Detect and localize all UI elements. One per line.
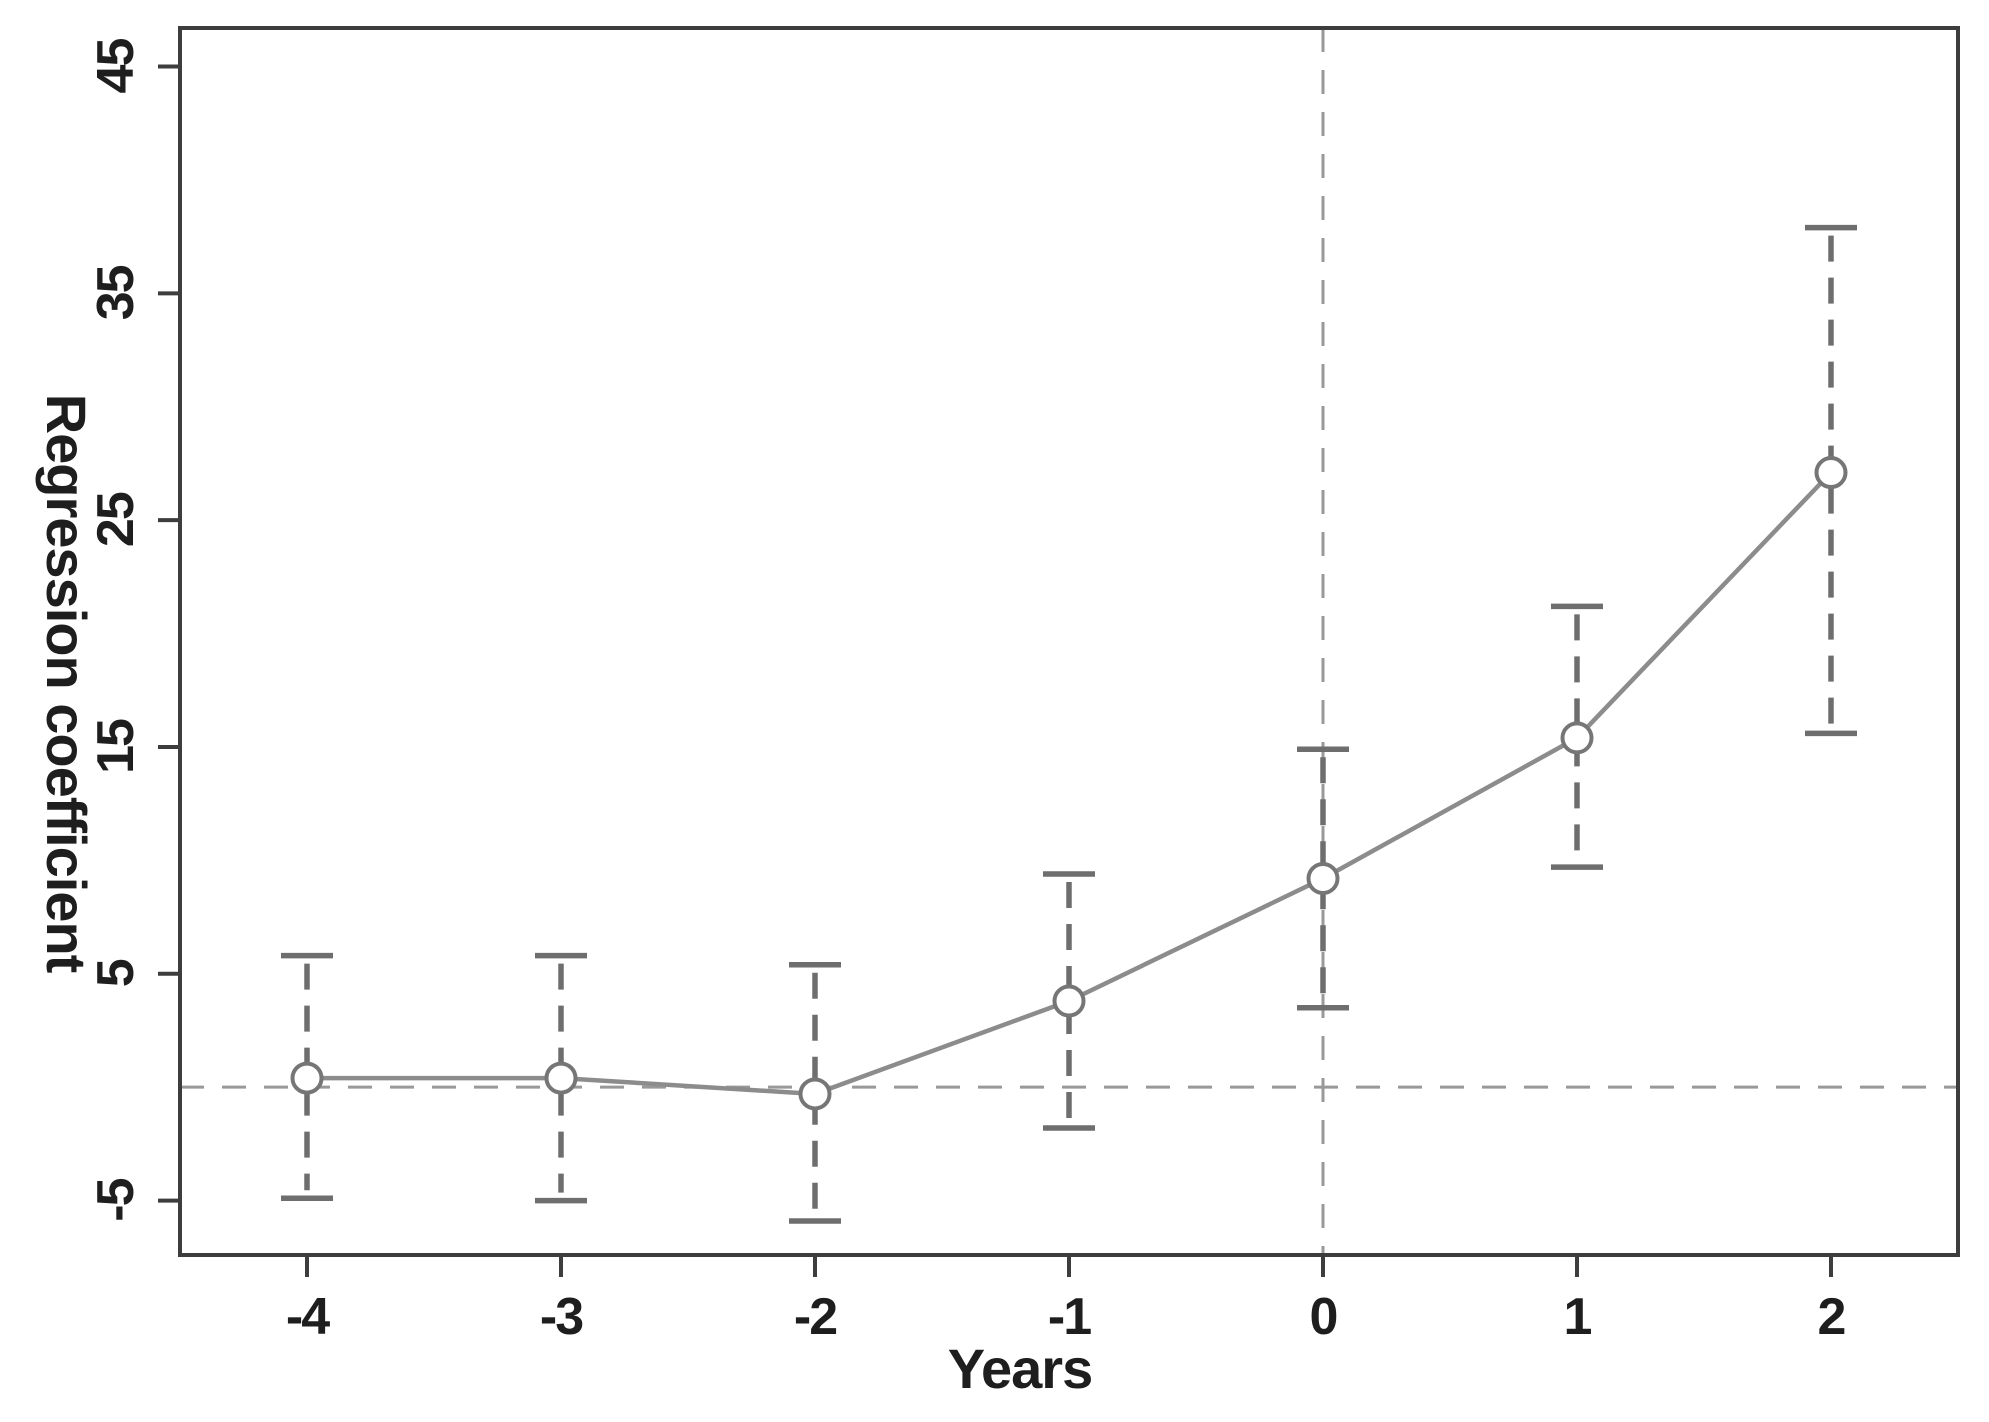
x-tick-label: -4: [286, 1288, 330, 1346]
data-point-marker: [1814, 456, 1848, 490]
y-tick-label: 15: [87, 719, 145, 774]
error-bars: [281, 224, 1857, 1224]
x-tick-label: -2: [794, 1288, 836, 1346]
y-tick-label: 45: [87, 39, 145, 94]
data-point-marker: [1306, 862, 1340, 896]
x-axis-ticks: -4 -3 -2 -1 0 1 2: [286, 1255, 1847, 1346]
x-tick-label: 0: [1310, 1288, 1337, 1346]
y-tick-label: -5: [87, 1178, 145, 1221]
x-tick-label: 1: [1564, 1288, 1592, 1346]
x-tick-label: 2: [1818, 1288, 1845, 1346]
data-point-markers: [290, 456, 1848, 1111]
data-point-marker: [290, 1061, 324, 1095]
data-point-marker: [798, 1077, 832, 1111]
x-tick-label: -1: [1048, 1288, 1091, 1346]
reference-lines: [180, 28, 1958, 1255]
y-axis-ticks: -5 5 15 25 35 45: [87, 39, 180, 1222]
y-axis-title: Regression coefficient: [35, 394, 98, 973]
x-axis-title: Years: [948, 1337, 1093, 1400]
data-point-marker: [1560, 721, 1594, 755]
x-tick-label: -3: [540, 1288, 583, 1346]
y-tick-label: 25: [87, 492, 145, 547]
y-tick-label: 35: [87, 265, 145, 320]
y-tick-label: 5: [87, 959, 145, 987]
data-point-marker: [1052, 984, 1086, 1018]
data-point-marker: [544, 1061, 578, 1095]
